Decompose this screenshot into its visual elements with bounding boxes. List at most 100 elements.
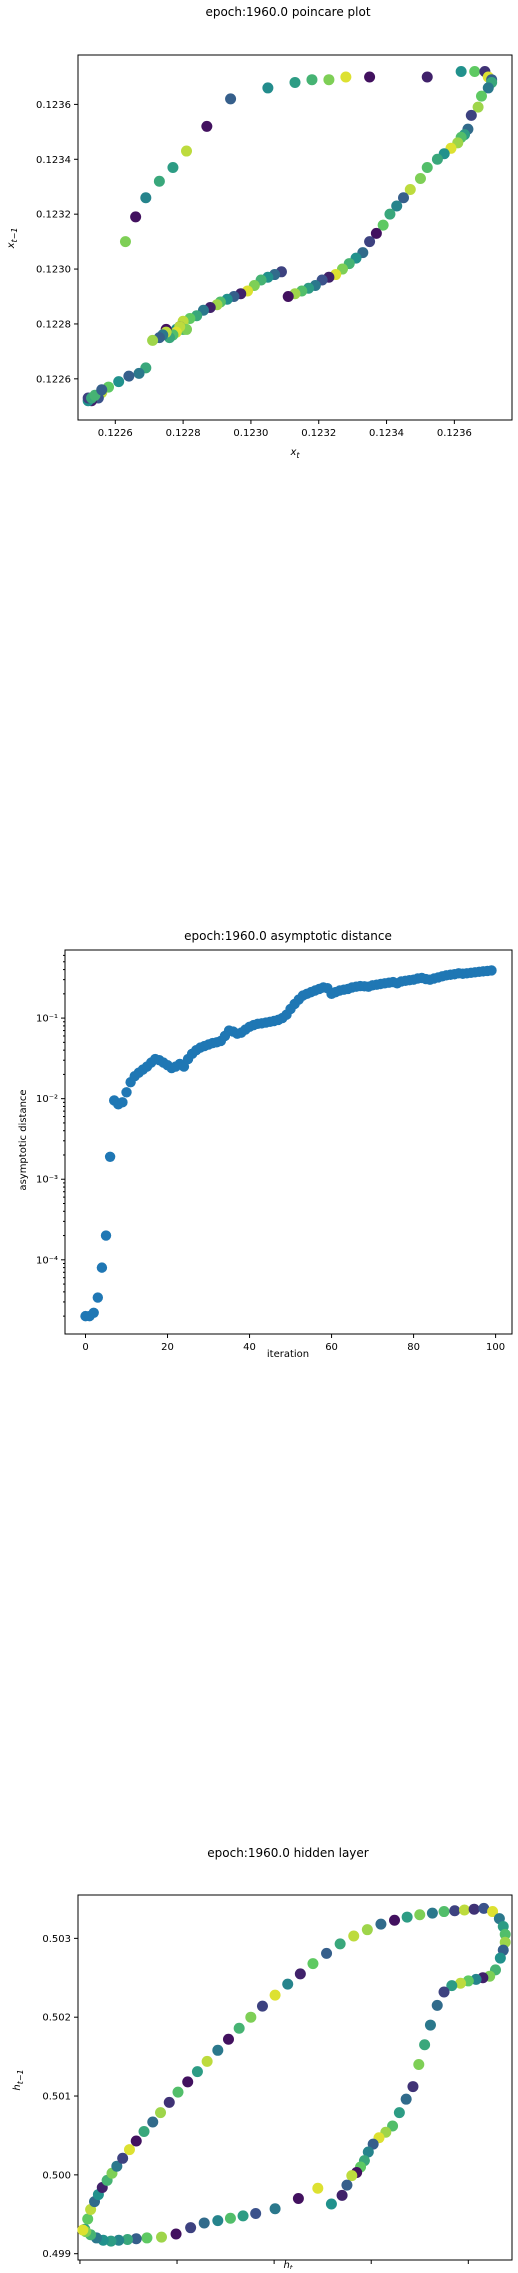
data-point bbox=[431, 153, 443, 165]
data-point bbox=[237, 2210, 249, 2222]
data-point bbox=[182, 2076, 194, 2088]
data-point bbox=[222, 2033, 234, 2045]
data-point bbox=[133, 367, 145, 379]
data-point bbox=[325, 2198, 337, 2210]
data-point bbox=[82, 2213, 94, 2225]
poincare-ticks: 0.1226 0.1228 0.1230 0.1232 0.1234 0.1236 0.12… bbox=[36, 100, 472, 439]
data-point bbox=[170, 2228, 182, 2240]
x-tick-label: 0.1236 bbox=[437, 428, 472, 439]
data-point bbox=[321, 1947, 333, 1959]
hidden-title: epoch:1960.0 hidden layer bbox=[207, 1846, 369, 1860]
data-point bbox=[233, 2022, 245, 2034]
poincare-plot: epoch:1960.0 poincare plot 0.1226 0.1228 0… bbox=[6, 5, 513, 460]
data-point bbox=[364, 71, 376, 83]
data-point bbox=[269, 2203, 281, 2215]
data-point bbox=[389, 1914, 401, 1926]
hidden-ticks: 0.4990.5000.5010.5020.5030.4990.5000.501… bbox=[42, 1934, 482, 2273]
x-tick-label: 20 bbox=[161, 1342, 174, 1353]
hidden-layer-plot: epoch:1960.0 hidden layer 0.499 0.500 0.50… bbox=[12, 1846, 513, 2273]
y-tick-label: 0.500 bbox=[42, 2170, 71, 2181]
x-tick-label: 0.1226 bbox=[98, 428, 133, 439]
y-tick-label: 0.503 bbox=[42, 1934, 71, 1945]
data-point bbox=[472, 101, 484, 113]
data-point bbox=[421, 71, 433, 83]
data-point bbox=[341, 2179, 353, 2191]
data-point bbox=[121, 1087, 132, 1098]
x-tick-label: 0.1230 bbox=[233, 428, 268, 439]
hidden-xlabel: ht bbox=[283, 2260, 292, 2269]
asymptotic-xlabel: iteration bbox=[267, 1349, 309, 1360]
data-point bbox=[323, 74, 335, 86]
data-point bbox=[256, 2000, 268, 2012]
data-point bbox=[306, 74, 318, 86]
data-point bbox=[400, 2093, 412, 2105]
data-point bbox=[424, 2019, 436, 2031]
data-point bbox=[414, 1909, 426, 1921]
data-point bbox=[421, 162, 433, 174]
data-point bbox=[212, 2215, 224, 2227]
data-point bbox=[312, 2182, 324, 2194]
data-point bbox=[446, 1980, 458, 1992]
data-point bbox=[141, 2232, 153, 2244]
y-tick-label: 0.1230 bbox=[36, 265, 71, 276]
data-point bbox=[172, 2086, 184, 2098]
data-point bbox=[104, 1151, 116, 1162]
data-point bbox=[191, 2066, 203, 2078]
data-point bbox=[123, 370, 135, 382]
data-point bbox=[245, 2011, 257, 2023]
asymptotic-ylabel: asymptotic distance bbox=[18, 1089, 29, 1190]
y-tick-label: 0.1228 bbox=[36, 319, 71, 330]
data-point bbox=[465, 109, 477, 121]
data-point bbox=[478, 1902, 490, 1914]
data-point bbox=[499, 1928, 511, 1940]
data-point bbox=[282, 291, 294, 303]
asymptotic-points bbox=[80, 965, 497, 1322]
data-point bbox=[307, 1958, 319, 1970]
data-point bbox=[431, 1999, 443, 2011]
data-point bbox=[426, 1907, 438, 1919]
poincare-ylabel: xt−1 bbox=[6, 228, 19, 250]
data-point bbox=[117, 2152, 129, 2164]
y-tick-label: 0.501 bbox=[42, 2092, 71, 2103]
y-tick-label: 0.502 bbox=[42, 2013, 71, 2024]
data-point bbox=[153, 175, 165, 187]
data-point bbox=[348, 1930, 360, 1942]
data-point bbox=[475, 90, 487, 102]
data-point bbox=[201, 2055, 213, 2067]
data-point bbox=[391, 200, 403, 212]
data-point bbox=[362, 2146, 374, 2158]
data-point bbox=[377, 219, 389, 231]
data-point bbox=[482, 82, 494, 94]
y-tick-label: 0.1236 bbox=[36, 100, 71, 111]
data-point bbox=[96, 1262, 108, 1273]
data-point bbox=[404, 183, 416, 195]
data-point bbox=[88, 1307, 99, 1318]
asymptotic-title: epoch:1960.0 asymptotic distance bbox=[184, 929, 392, 943]
y-tick-label: 0.1232 bbox=[36, 210, 71, 221]
poincare-points bbox=[82, 65, 498, 407]
data-point bbox=[407, 2081, 419, 2093]
data-point bbox=[122, 2234, 134, 2246]
data-point bbox=[92, 1292, 104, 1303]
data-point bbox=[212, 2044, 224, 2056]
data-point bbox=[138, 2126, 150, 2138]
y-tick-label: 10⁻¹ bbox=[36, 1014, 58, 1025]
y-tick-label: 0.1234 bbox=[36, 155, 71, 166]
data-point bbox=[147, 334, 159, 346]
data-point bbox=[449, 1905, 461, 1917]
data-point bbox=[438, 1986, 450, 1998]
x-tick-label: 60 bbox=[325, 1342, 338, 1353]
data-point bbox=[185, 2222, 197, 2234]
data-point bbox=[398, 192, 409, 204]
data-point bbox=[367, 2138, 379, 2150]
data-point bbox=[361, 1924, 373, 1936]
data-point bbox=[100, 1230, 112, 1241]
asymptotic-ticks: 0 20 40 60 80 100 10⁻⁴ 10⁻³ 10⁻² 10⁻¹ bbox=[36, 954, 505, 1353]
x-tick-label: 0.1232 bbox=[301, 428, 336, 439]
y-tick-label: 0.1226 bbox=[36, 374, 71, 385]
poincare-axes-frame bbox=[77, 54, 513, 421]
data-point bbox=[340, 71, 352, 83]
x-tick-label: 0.1228 bbox=[166, 428, 201, 439]
y-tick-label: 10⁻² bbox=[36, 1094, 58, 1105]
data-point bbox=[77, 2224, 89, 2236]
